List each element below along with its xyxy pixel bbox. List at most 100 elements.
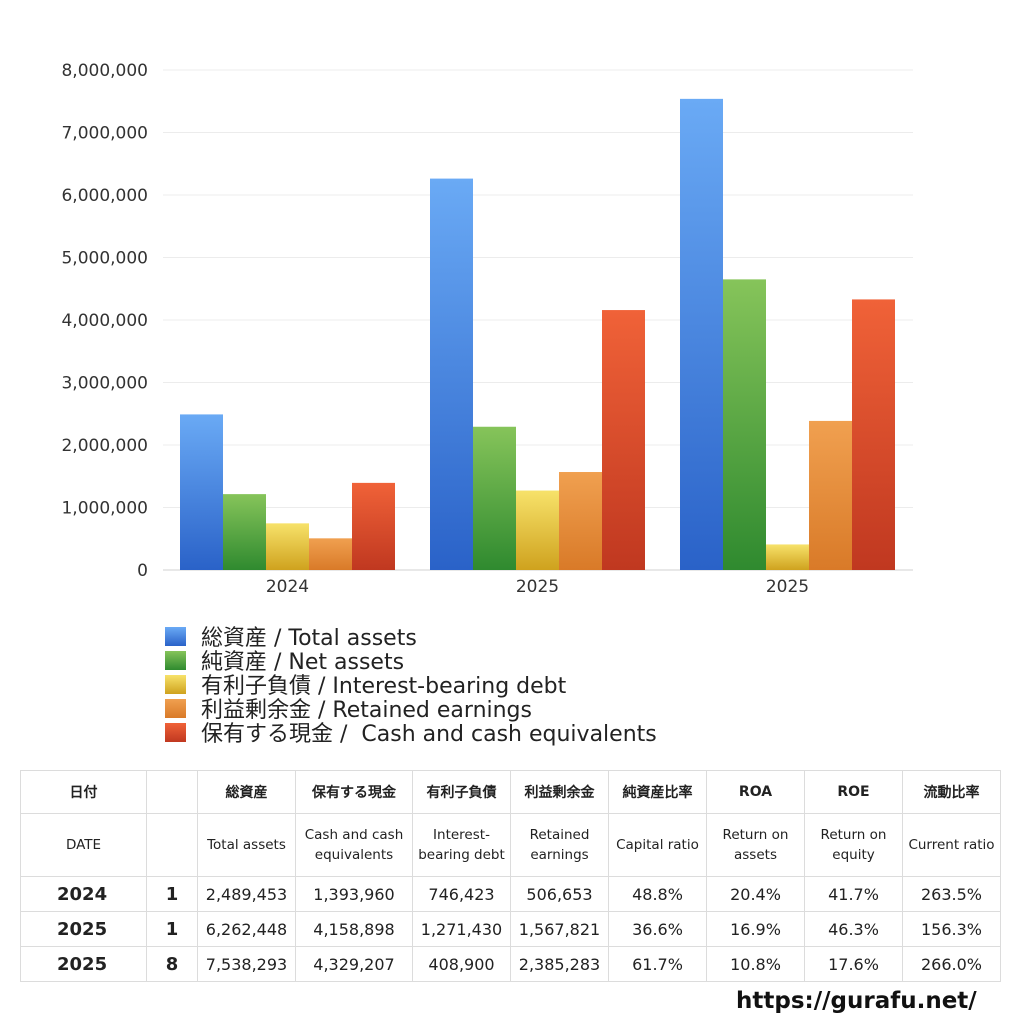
table-cell: 506,653	[510, 876, 609, 912]
table-cell: 61.7%	[608, 946, 707, 982]
legend-item-cash: 保有する現金 / Cash and cash equivalents	[165, 720, 657, 747]
x-category-label: 2025	[766, 577, 809, 597]
header-cell: Interest-bearing debt	[412, 813, 511, 877]
x-axis-categories: 2024 2025 2025	[266, 577, 809, 597]
y-tick-label: 4,000,000	[61, 311, 148, 331]
y-tick-label: 1,000,000	[61, 499, 148, 519]
legend-swatch	[165, 626, 186, 646]
table-header-jp: 日付 総資産 保有する現金 有利子負債 利益剰余金 純資産比率 ROA ROE …	[20, 770, 1001, 814]
table-header-en: DATE Total assets Cash and cash equivale…	[20, 813, 1001, 877]
legend-item-interest-bearing-debt: 有利子負債 / Interest-bearing debt	[165, 672, 657, 699]
bar	[352, 482, 395, 570]
header-cell: DATE	[20, 813, 147, 877]
y-tick-label: 8,000,000	[61, 61, 148, 81]
table-cell: 16.9%	[706, 911, 805, 947]
header-cell: Return on assets	[706, 813, 805, 877]
legend-label: 純資産 / Net assets	[201, 650, 405, 675]
bar	[680, 98, 723, 570]
header-cell: Retained earnings	[510, 813, 609, 877]
table-cell: 746,423	[412, 876, 511, 912]
y-axis-ticks: 0 1,000,000 2,000,000 3,000,000 4,000,000 5,0…	[61, 61, 148, 581]
header-cell	[146, 813, 198, 877]
chart-legend: 総資産 / Total assets 純資産 / Net assets 有利子負…	[165, 624, 657, 747]
table-row: 2025 1 6,262,448 4,158,898 1,271,430 1,5…	[20, 911, 1001, 947]
header-cell: ROA	[706, 770, 805, 814]
table-cell: 7,538,293	[197, 946, 296, 982]
bar	[266, 523, 309, 570]
table-cell: 4,158,898	[295, 911, 413, 947]
y-tick-label: 6,000,000	[61, 186, 148, 206]
bar	[852, 299, 895, 570]
table-cell: 36.6%	[608, 911, 707, 947]
year-cell: 2025	[20, 946, 147, 982]
table-cell: 156.3%	[902, 911, 1001, 947]
legend-swatch	[165, 674, 186, 694]
header-cell: 利益剰余金	[510, 770, 609, 814]
bar	[559, 472, 602, 570]
x-category-label: 2024	[266, 577, 309, 597]
bar	[309, 538, 352, 570]
legend-label: 総資産 / Total assets	[201, 626, 417, 651]
bar-chart: 0 1,000,000 2,000,000 3,000,000 4,000,000 5,0…	[61, 61, 913, 597]
header-cell: 保有する現金	[295, 770, 413, 814]
table-cell: 1,393,960	[295, 876, 413, 912]
header-cell: Total assets	[197, 813, 296, 877]
site-url[interactable]: https://gurafu.net/	[736, 988, 977, 1014]
y-tick-label: 7,000,000	[61, 124, 148, 144]
table-cell: 46.3%	[804, 911, 903, 947]
header-cell: Current ratio	[902, 813, 1001, 877]
month-cell: 1	[146, 911, 198, 947]
x-category-label: 2025	[516, 577, 559, 597]
legend-item-total-assets: 総資産 / Total assets	[165, 624, 657, 651]
legend-item-net-assets: 純資産 / Net assets	[165, 648, 657, 675]
y-tick-label: 2,000,000	[61, 436, 148, 456]
year-cell: 2024	[20, 876, 147, 912]
header-cell: 純資産比率	[608, 770, 707, 814]
legend-swatch	[165, 698, 186, 718]
legend-label: 保有する現金 / Cash and cash equivalents	[201, 722, 657, 747]
bar	[723, 279, 766, 570]
legend-label: 利益剰余金 / Retained earnings	[201, 698, 532, 723]
legend-swatch	[165, 650, 186, 670]
table-cell: 1,567,821	[510, 911, 609, 947]
legend-item-retained-earnings: 利益剰余金 / Retained earnings	[165, 696, 657, 723]
bars	[180, 98, 895, 571]
bar	[223, 494, 266, 570]
month-cell: 8	[146, 946, 198, 982]
header-cell: Return on equity	[804, 813, 903, 877]
table-cell: 4,329,207	[295, 946, 413, 982]
year-cell: 2025	[20, 911, 147, 947]
table-row: 2025 8 7,538,293 4,329,207 408,900 2,385…	[20, 946, 1001, 982]
header-cell: 流動比率	[902, 770, 1001, 814]
y-tick-label: 5,000,000	[61, 249, 148, 269]
table-cell: 266.0%	[902, 946, 1001, 982]
bar	[602, 310, 645, 570]
bar	[809, 420, 852, 570]
y-tick-label: 3,000,000	[61, 374, 148, 394]
table-cell: 10.8%	[706, 946, 805, 982]
table-cell: 2,489,453	[197, 876, 296, 912]
table-cell: 17.6%	[804, 946, 903, 982]
header-cell: ROE	[804, 770, 903, 814]
table-cell: 2,385,283	[510, 946, 609, 982]
header-cell: Capital ratio	[608, 813, 707, 877]
table-cell: 20.4%	[706, 876, 805, 912]
table-cell: 263.5%	[902, 876, 1001, 912]
header-cell: 有利子負債	[412, 770, 511, 814]
table-row: 2024 1 2,489,453 1,393,960 746,423 506,6…	[20, 876, 1001, 912]
month-cell: 1	[146, 876, 198, 912]
bar	[516, 490, 559, 570]
header-cell: Cash and cash equivalents	[295, 813, 413, 877]
bar	[473, 426, 516, 570]
table-cell: 6,262,448	[197, 911, 296, 947]
header-cell	[146, 770, 198, 814]
financial-table: 日付 総資産 保有する現金 有利子負債 利益剰余金 純資産比率 ROA ROE …	[20, 770, 1001, 982]
bar	[180, 414, 223, 570]
table-cell: 48.8%	[608, 876, 707, 912]
bar	[430, 178, 473, 571]
bar	[766, 544, 809, 570]
legend-swatch	[165, 722, 186, 742]
header-cell: 総資産	[197, 770, 296, 814]
legend-label: 有利子負債 / Interest-bearing debt	[201, 674, 567, 699]
y-tick-label: 0	[137, 561, 148, 581]
